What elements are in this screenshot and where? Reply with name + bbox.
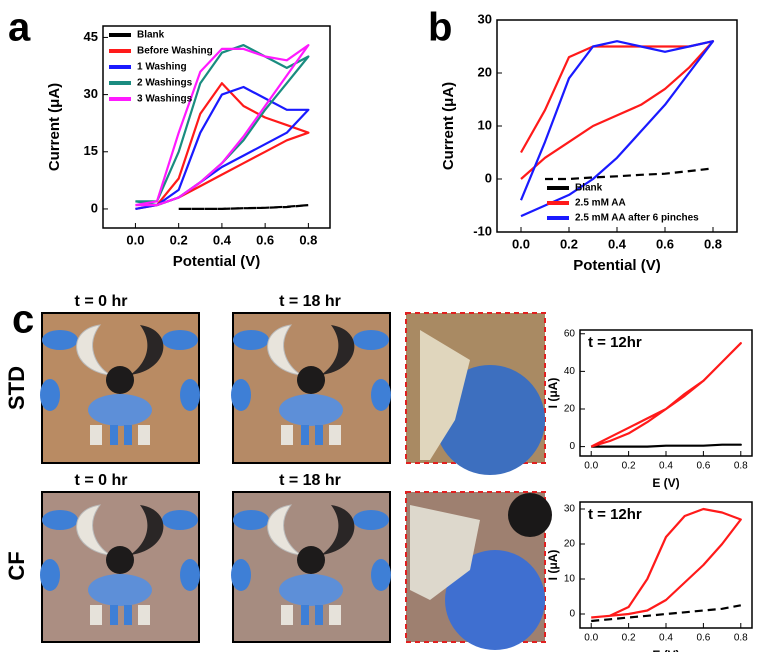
panel-label: c <box>12 298 34 342</box>
y-tick-label: 60 <box>564 328 576 339</box>
x-tick-label: 0.0 <box>512 236 530 251</box>
x-tick-label: 0.4 <box>213 232 232 247</box>
y-tick-label: 30 <box>564 504 576 515</box>
y-tick-label: 0 <box>569 609 575 620</box>
series-line <box>545 167 714 181</box>
legend-label: Blank <box>575 183 603 194</box>
legend-label: 1 Washing <box>137 62 187 73</box>
series-line <box>519 40 715 218</box>
y-tick-label: -10 <box>473 223 492 238</box>
series-line <box>135 82 310 210</box>
photo-time: t = 18 hr <box>279 472 341 489</box>
y-tick-label: 0 <box>485 170 492 185</box>
x-axis-label: E (V) <box>652 476 679 490</box>
y-axis-label: Current (μA) <box>440 82 457 170</box>
x-tick-label: 0.0 <box>584 461 598 472</box>
y-axis-label: Current (μA) <box>46 83 63 171</box>
y-tick-label: 20 <box>564 404 576 415</box>
photo-time: t = 0 hr <box>75 293 128 310</box>
x-tick-label: 0.6 <box>656 236 674 251</box>
series-line <box>591 443 742 448</box>
x-axis-label: E (V) <box>652 648 679 652</box>
x-tick-label: 0.2 <box>622 633 636 644</box>
y-tick-label: 30 <box>478 11 492 26</box>
x-tick-label: 0.8 <box>734 633 748 644</box>
y-tick-label: 15 <box>84 143 98 158</box>
x-tick-label: 0.2 <box>622 461 636 472</box>
panel-label: b <box>428 6 452 50</box>
y-tick-label: 0 <box>569 441 575 452</box>
y-tick-label: 45 <box>84 29 98 44</box>
x-tick-label: 0.4 <box>659 461 673 472</box>
x-tick-label: 0.8 <box>299 232 317 247</box>
series-line <box>178 204 310 210</box>
panel-label: a <box>8 6 31 50</box>
x-tick-label: 0.8 <box>734 461 748 472</box>
y-axis-label: I (μA) <box>546 550 560 581</box>
x-tick-label: 0.4 <box>659 633 673 644</box>
y-tick-label: 10 <box>564 574 576 585</box>
series-line <box>135 44 310 207</box>
legend-label: Blank <box>137 30 165 41</box>
y-tick-label: 0 <box>91 200 98 215</box>
legend-label: 2.5 mM AA after 6 pinches <box>575 213 699 224</box>
photo <box>39 312 552 650</box>
x-tick-label: 0.6 <box>696 633 710 644</box>
x-tick-label: 0.6 <box>696 461 710 472</box>
x-axis-label: Potential (V) <box>573 257 661 274</box>
x-tick-label: 0.0 <box>126 232 144 247</box>
x-tick-label: 0.2 <box>560 236 578 251</box>
y-tick-label: 20 <box>478 64 492 79</box>
series-line <box>591 507 742 619</box>
series-line <box>590 342 742 448</box>
y-tick-label: 40 <box>564 366 576 377</box>
plot-frame <box>102 25 331 229</box>
legend-label: 2 Washings <box>137 78 193 89</box>
legend-label: 3 Washings <box>137 94 193 105</box>
row-label: STD <box>4 366 29 410</box>
x-tick-label: 0.0 <box>584 633 598 644</box>
y-axis-label: I (μA) <box>546 378 560 409</box>
photo-time: t = 0 hr <box>75 472 128 489</box>
y-tick-label: 10 <box>478 117 492 132</box>
y-tick-label: 30 <box>84 86 98 101</box>
x-tick-label: 0.2 <box>170 232 188 247</box>
row-label: CF <box>4 551 29 580</box>
y-tick-label: 20 <box>564 539 576 550</box>
chart-title: t = 12hr <box>588 506 642 523</box>
legend-label: 2.5 mM AA <box>575 198 626 209</box>
legend-label: Before Washing <box>137 46 213 57</box>
photo-time: t = 18 hr <box>279 293 341 310</box>
x-axis-label: Potential (V) <box>173 253 261 270</box>
x-tick-label: 0.4 <box>608 236 627 251</box>
x-tick-label: 0.6 <box>256 232 274 247</box>
x-tick-label: 0.8 <box>704 236 722 251</box>
chart-title: t = 12hr <box>588 334 642 351</box>
